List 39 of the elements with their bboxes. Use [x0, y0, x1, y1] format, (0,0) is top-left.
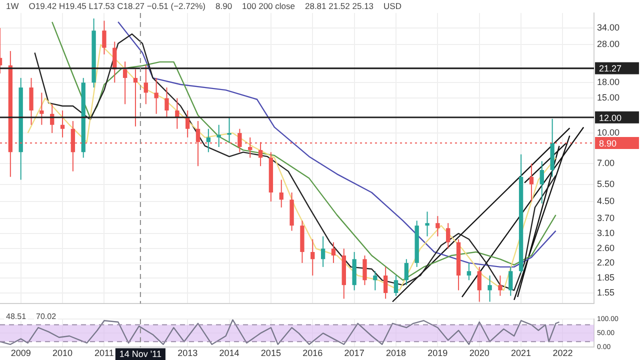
- y-tick-label: 1.55: [597, 287, 615, 298]
- y-tick-label: 7.00: [597, 158, 615, 168]
- annotation: 48.51: [4, 312, 28, 321]
- x-tick-label: 2021: [511, 348, 532, 358]
- x-tick-label: 2011: [94, 348, 114, 358]
- text: O19.42 H19.45 L17.53 C18.27 −0.51 (−2.72%): [26, 1, 208, 11]
- y-tick-label: 3.10: [597, 228, 615, 238]
- x-tick-label: 2019: [428, 348, 448, 358]
- ref-line-label: 12.00: [599, 112, 622, 123]
- ref-line-label: 14 Nov '11: [119, 349, 162, 360]
- x-tick-label: 2013: [178, 348, 198, 358]
- ref-line-label: 21.27: [599, 64, 622, 74]
- y-tick-label: 28.00: [597, 39, 620, 50]
- y-tick-label: 2.60: [597, 243, 615, 254]
- x-tick-label: 2010: [52, 348, 73, 358]
- y-tick-label: 18.00: [597, 77, 620, 88]
- y-tick-label: 15.00: [597, 92, 620, 103]
- text: 8.90: [214, 1, 234, 11]
- x-tick-label: 2018: [386, 348, 406, 358]
- x-tick-label: 2009: [10, 348, 31, 358]
- x-tick-label: 2014: [219, 348, 240, 358]
- text: 1W: [4, 1, 21, 11]
- text: 28.81 21.52 25.13: [302, 1, 376, 11]
- x-tick-label: 2015: [260, 348, 281, 358]
- x-tick-label: 2017: [344, 348, 364, 358]
- y-tick-label: 5.50: [597, 178, 615, 189]
- y-tick-label: 10.00: [597, 128, 620, 138]
- text: USD: [382, 1, 404, 11]
- y-tick-label: 3.70: [597, 212, 615, 223]
- y-tick-label: 1.85: [597, 272, 615, 282]
- y-tick-label: 34.00: [597, 22, 620, 32]
- y-tick-label: 2.20: [597, 257, 615, 268]
- x-tick-label: 2022: [552, 348, 573, 358]
- ref-line-label: 8.90: [599, 138, 617, 149]
- annotation: 70.02: [34, 312, 58, 321]
- y-tick-label: 4.50: [597, 196, 615, 206]
- text: 100 200 close: [240, 1, 297, 11]
- x-tick-label: 2020: [469, 348, 490, 358]
- x-tick-label: 2016: [302, 348, 323, 358]
